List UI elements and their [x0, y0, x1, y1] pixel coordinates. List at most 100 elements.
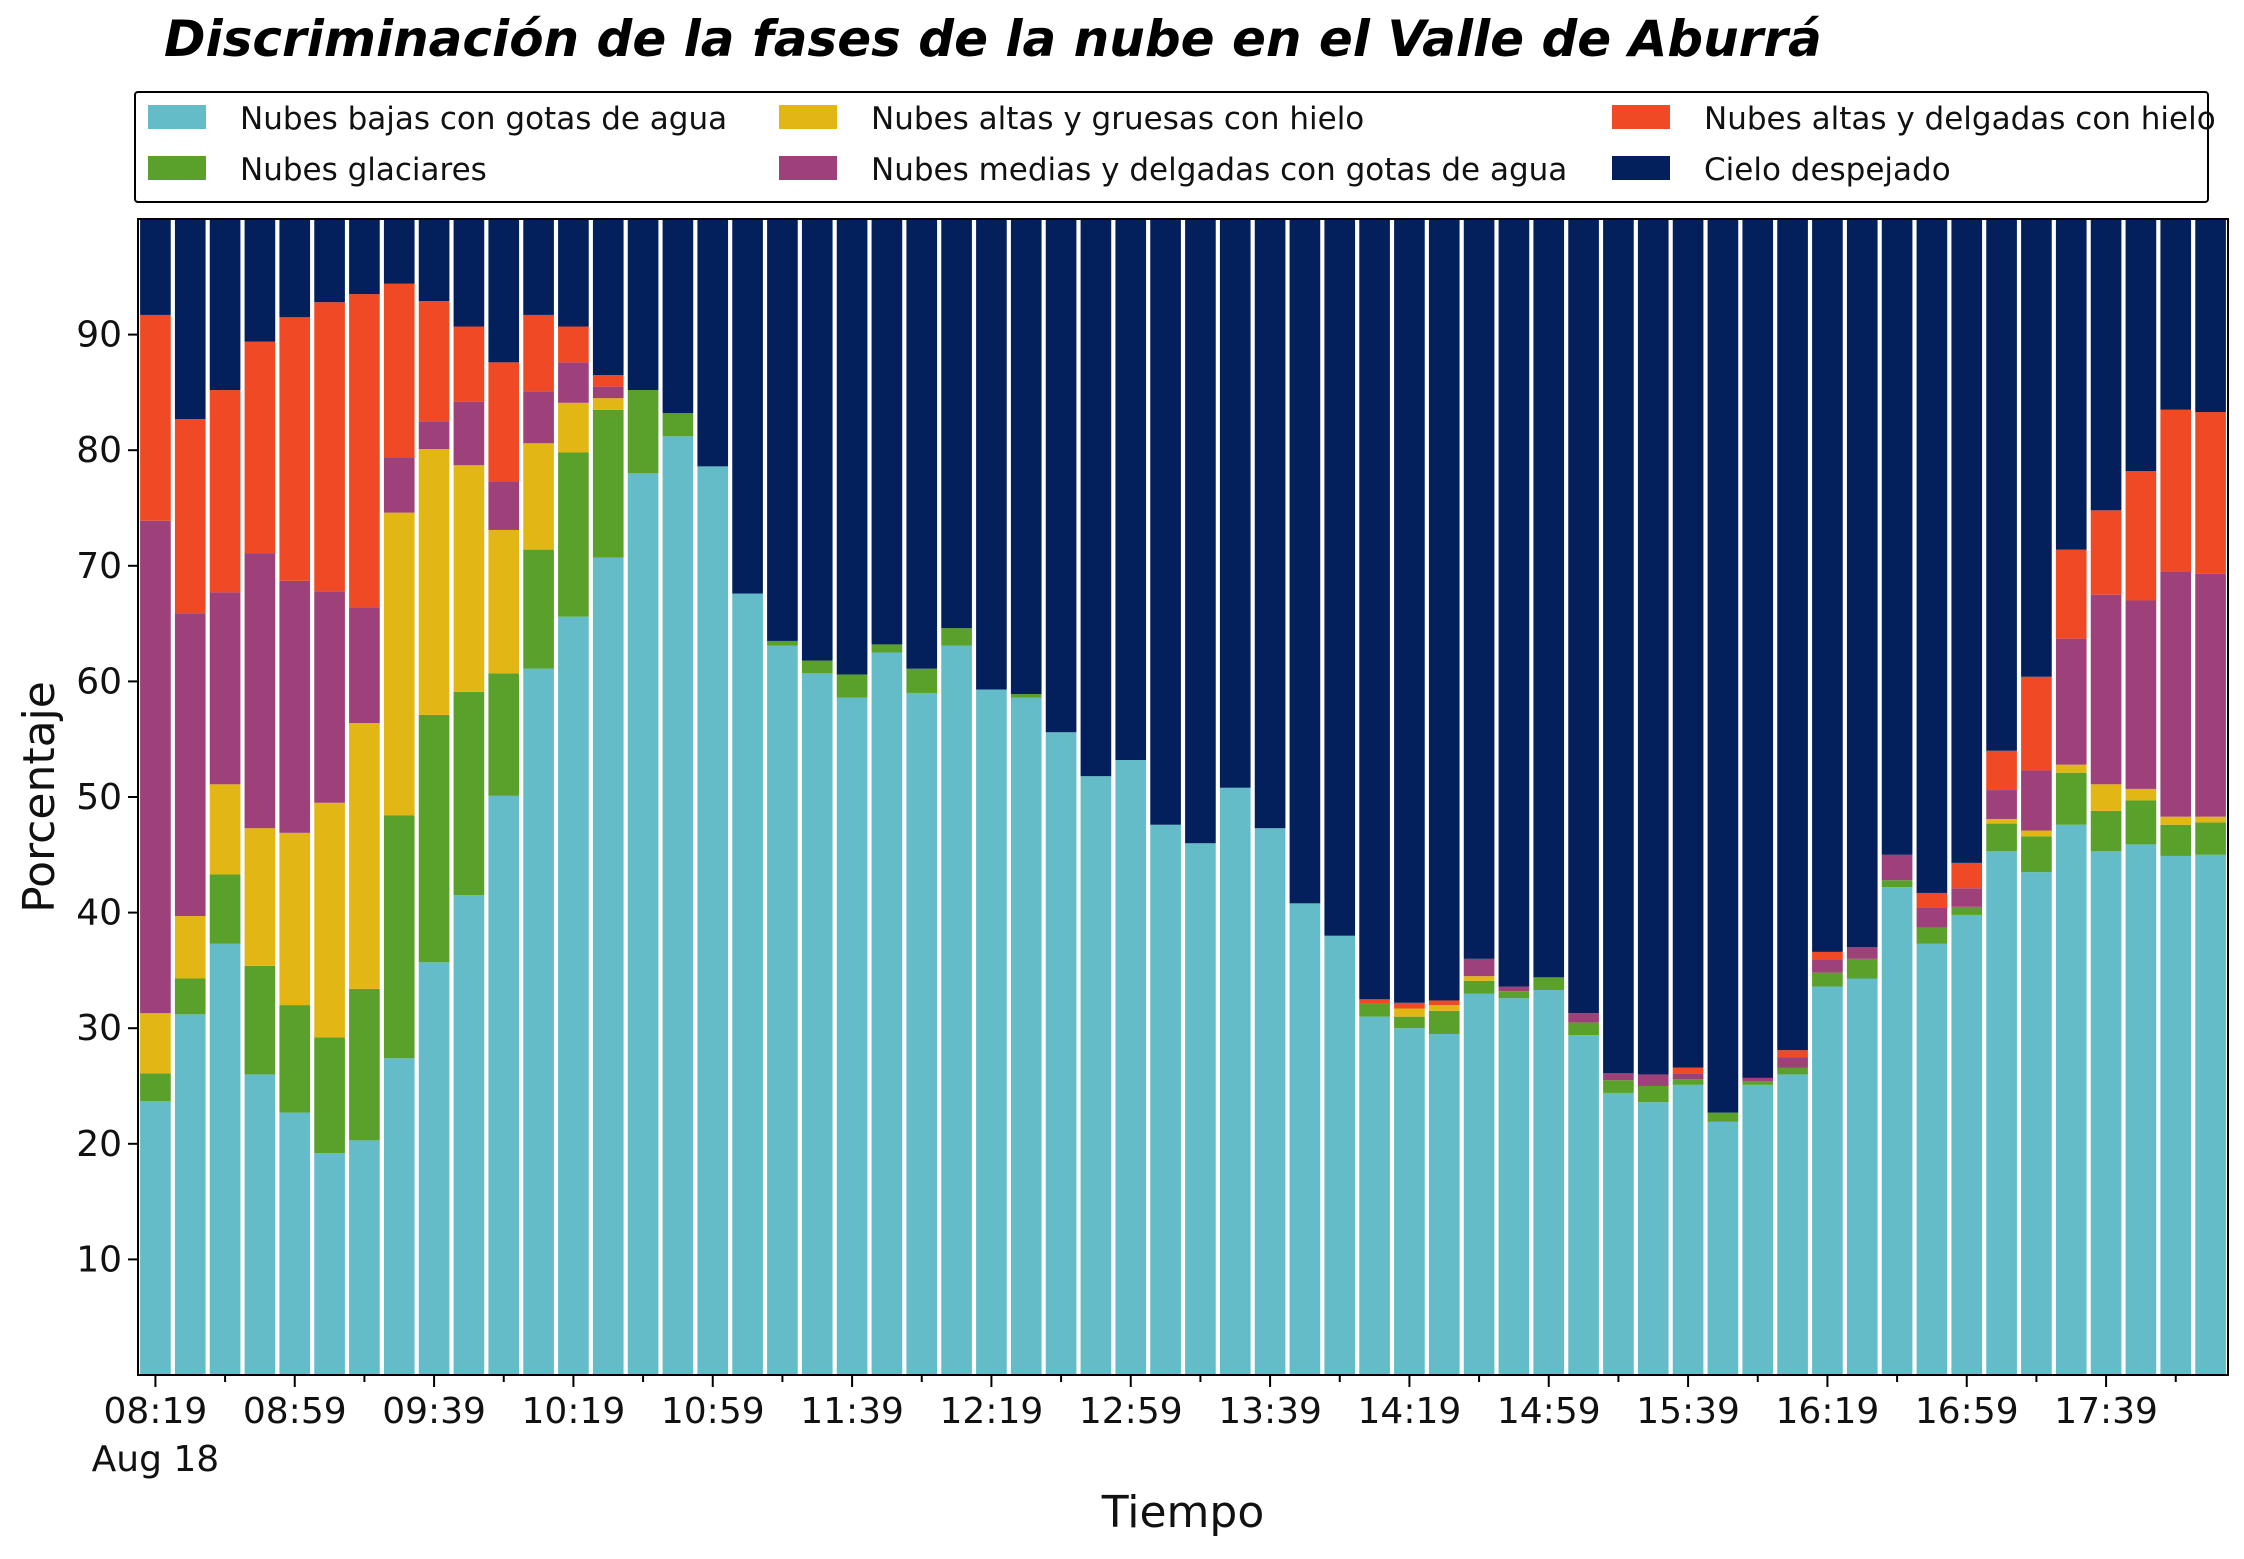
- bar-segment-5-0: [140, 219, 171, 315]
- bar-segment-1-46: [1742, 1081, 1774, 1085]
- bar-segment-1-11: [523, 549, 554, 669]
- bar-segment-0-39: [1498, 998, 1530, 1375]
- bar-segment-1-58: [2160, 824, 2192, 856]
- bar-segment-2-57: [2125, 788, 2157, 801]
- bar-segment-3-41: [1568, 1013, 1599, 1023]
- bar-segment-5-12: [558, 219, 589, 327]
- bar-segment-1-48: [1812, 972, 1843, 987]
- bar-segment-5-45: [1707, 219, 1739, 1113]
- bar-segment-0-8: [418, 962, 450, 1375]
- bar-segment-3-59: [2195, 573, 2226, 817]
- bar-segment-5-16: [697, 219, 729, 467]
- bar-segment-3-5: [314, 591, 345, 803]
- bar-segment-0-31: [1219, 787, 1251, 1375]
- y-tick-label: 30: [76, 1008, 122, 1049]
- bar-segment-4-59: [2195, 412, 2226, 574]
- y-tick-label: 20: [76, 1124, 122, 1165]
- bar-segment-3-57: [2125, 600, 2157, 789]
- bar-segment-0-11: [523, 668, 554, 1375]
- bar-segment-3-4: [279, 580, 311, 833]
- bar-segment-1-25: [1010, 694, 1042, 698]
- x-axis: 08:19 08:59 09:39 10:19 10:59 11:39 12:19 12:59…: [92, 1375, 2177, 1480]
- bar-segment-5-48: [1812, 219, 1843, 952]
- bar-segment-5-49: [1846, 219, 1878, 948]
- bar-segment-3-8: [418, 421, 450, 450]
- bar-segment-0-57: [2125, 844, 2157, 1375]
- bar-segment-0-13: [592, 557, 624, 1375]
- bar-segment-4-11: [523, 314, 554, 392]
- bar-segment-3-47: [1777, 1057, 1808, 1068]
- bar-segment-5-46: [1742, 219, 1774, 1078]
- bar-segment-1-36: [1394, 1016, 1425, 1029]
- bar-segment-3-6: [349, 607, 380, 724]
- bar-segment-1-49: [1846, 958, 1878, 979]
- legend-swatch: [1612, 105, 1670, 129]
- x-tick-label: 09:39: [382, 1391, 486, 1432]
- bar-segment-1-55: [2055, 772, 2087, 825]
- bar-segment-4-7: [383, 283, 415, 458]
- x-tick-label: 12:19: [940, 1391, 1044, 1432]
- bar-segment-1-53: [1986, 823, 2017, 852]
- bar-segment-5-26: [1045, 219, 1077, 733]
- legend-swatch: [779, 156, 837, 180]
- bar-segment-4-12: [558, 326, 589, 363]
- bar-segment-0-24: [976, 689, 1007, 1375]
- bar-segment-2-8: [418, 449, 450, 715]
- bar-segment-0-15: [662, 436, 694, 1376]
- bar-segment-3-44: [1672, 1073, 1704, 1080]
- bar-segment-2-56: [2090, 784, 2122, 811]
- legend-label: Nubes medias y delgadas con gotas de agu…: [871, 152, 1567, 188]
- legend-label: Nubes altas y gruesas con hielo: [871, 101, 1364, 137]
- x-tick-label: 12:59: [1079, 1391, 1183, 1432]
- bar-segment-5-9: [453, 219, 485, 327]
- bar-segment-5-32: [1254, 219, 1286, 829]
- bar-segment-5-56: [2090, 219, 2122, 511]
- bar-segment-1-3: [244, 965, 276, 1075]
- bar-segment-5-52: [1951, 219, 1983, 863]
- bar-segment-0-29: [1150, 824, 1181, 1375]
- bar-segment-2-12: [558, 402, 589, 453]
- bar-segment-0-33: [1289, 903, 1321, 1375]
- bar-segment-5-38: [1463, 219, 1495, 959]
- y-tick-label: 80: [76, 430, 122, 471]
- bar-segment-1-4: [279, 1005, 311, 1113]
- bar-segment-5-17: [732, 219, 763, 594]
- bar-segment-1-15: [662, 413, 694, 437]
- x-tick-label: 08:59: [243, 1391, 347, 1432]
- bar-segment-1-47: [1777, 1067, 1808, 1075]
- bar-segment-1-41: [1568, 1022, 1599, 1036]
- bar-segment-2-58: [2160, 816, 2192, 825]
- bar-segment-0-28: [1115, 760, 1147, 1375]
- bar-segment-5-39: [1498, 219, 1530, 987]
- legend-swatch: [148, 156, 206, 180]
- chart-legend: Nubes bajas con gotas de agua Nubes glaci…: [134, 91, 2216, 203]
- bar-segment-3-48: [1812, 960, 1843, 973]
- bar-segment-5-15: [662, 219, 694, 414]
- bar-segment-4-0: [140, 314, 171, 521]
- bar-segment-0-3: [244, 1074, 276, 1375]
- bar-segment-5-3: [244, 219, 276, 342]
- bar-segment-5-23: [941, 219, 972, 629]
- bar-segment-3-43: [1637, 1074, 1669, 1086]
- bar-segment-4-56: [2090, 510, 2122, 595]
- y-tick-label: 40: [76, 893, 122, 934]
- bar-segment-0-50: [1881, 887, 1913, 1375]
- bar-segment-1-14: [627, 390, 659, 474]
- bar-segment-1-40: [1533, 977, 1565, 991]
- bar-segment-1-19: [801, 660, 833, 674]
- x-tick-label: 14:19: [1358, 1391, 1462, 1432]
- bar-segment-3-53: [1986, 790, 2017, 819]
- bar-segment-3-3: [244, 553, 276, 829]
- bar-segment-2-59: [2195, 816, 2226, 823]
- bar-segment-5-10: [488, 219, 520, 363]
- bar-segment-3-50: [1881, 854, 1913, 881]
- bar-segment-5-51: [1916, 219, 1948, 893]
- bar-segment-1-59: [2195, 822, 2226, 855]
- legend-label: Nubes bajas con gotas de agua: [240, 101, 727, 137]
- bar-segment-4-48: [1812, 951, 1843, 960]
- bar-segment-0-4: [279, 1112, 311, 1375]
- x-tick-label: 11:39: [800, 1391, 904, 1432]
- bar-segment-5-40: [1533, 219, 1565, 978]
- bar-segment-2-11: [523, 443, 554, 550]
